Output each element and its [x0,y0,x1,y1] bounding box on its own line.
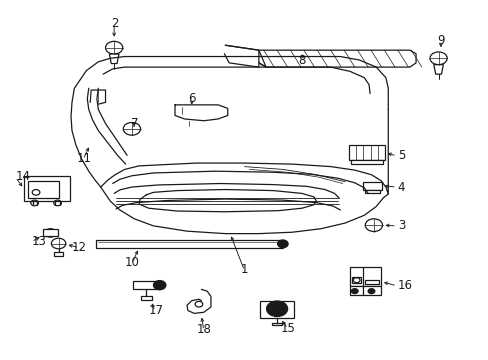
Text: 17: 17 [148,304,163,317]
Text: 8: 8 [298,54,305,67]
Bar [260,301,293,318]
Bar [349,286,380,294]
Text: 3: 3 [397,219,405,232]
Text: 9: 9 [436,34,444,47]
Bar [24,176,69,201]
Text: 18: 18 [196,323,211,337]
Text: 1: 1 [240,264,248,276]
Bar [349,267,380,286]
Text: 13: 13 [31,235,46,248]
Polygon shape [109,54,119,64]
Text: 10: 10 [124,256,139,269]
Bar [43,229,58,237]
Bar [351,159,382,164]
Bar [348,145,384,159]
Bar [96,240,282,248]
Text: 5: 5 [397,149,405,162]
Circle shape [367,289,374,294]
Circle shape [277,240,287,248]
Circle shape [266,301,287,316]
Bar [351,277,360,283]
Circle shape [351,289,357,294]
Circle shape [153,280,165,290]
Polygon shape [133,280,160,289]
Bar [365,280,378,284]
Text: 6: 6 [188,93,195,105]
Text: 7: 7 [130,117,138,130]
Bar [363,182,381,189]
Text: 16: 16 [397,279,412,292]
Text: 4: 4 [397,181,405,194]
Text: 2: 2 [111,17,119,30]
Bar [28,181,59,198]
Text: 11: 11 [76,152,91,165]
Bar [272,323,281,325]
Text: 15: 15 [280,322,294,335]
Bar [140,296,152,300]
Bar [364,189,379,193]
Polygon shape [433,65,443,74]
Text: 12: 12 [72,240,86,253]
Bar [54,252,63,256]
Text: 14: 14 [16,170,30,183]
Polygon shape [258,50,415,67]
